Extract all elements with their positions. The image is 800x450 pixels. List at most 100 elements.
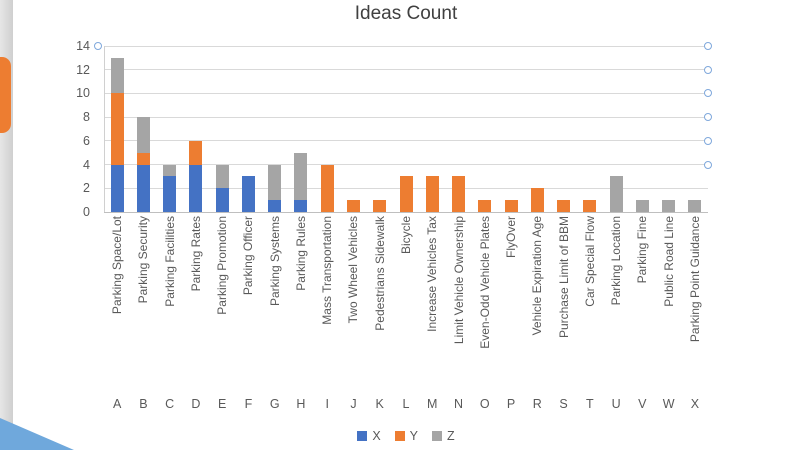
- category-label-text: Parking Security: [136, 216, 151, 304]
- bar-segment-series-y[interactable]: [530, 188, 544, 212]
- bar-segment-series-z[interactable]: [268, 164, 282, 201]
- category-letter: V: [638, 397, 647, 411]
- gridline: [104, 92, 708, 94]
- bar-segment-series-z[interactable]: [609, 176, 623, 212]
- category-letter: A: [112, 397, 122, 411]
- category-label-text: Parking Officer: [241, 216, 256, 296]
- selection-handle[interactable]: [704, 65, 712, 74]
- bar-segment-series-y[interactable]: [320, 164, 334, 212]
- selection-handle[interactable]: [94, 42, 102, 50]
- bar-segment-series-y[interactable]: [136, 152, 150, 165]
- bar-segment-series-y[interactable]: [504, 200, 518, 212]
- bar-segment-series-y[interactable]: [452, 176, 466, 212]
- category-letter: I: [325, 397, 329, 411]
- category-label: Parking Rules: [288, 216, 314, 390]
- bar-segment-series-y[interactable]: [557, 200, 571, 212]
- category-label: Two Wheel Vehicles: [340, 216, 366, 390]
- chart-title: Ideas Count: [354, 3, 458, 24]
- gridline: [104, 116, 708, 118]
- legend-label: X: [372, 429, 381, 443]
- category-label: Parking Rates: [183, 216, 209, 390]
- bar-segment-series-x[interactable]: [241, 176, 255, 212]
- bar-segment-series-y[interactable]: [399, 176, 413, 212]
- bar-segment-series-x[interactable]: [189, 164, 203, 212]
- category-label-text: Parking Location: [609, 216, 624, 306]
- category-label: Car Special Flow: [577, 216, 603, 390]
- bar-segment-series-y[interactable]: [425, 176, 439, 212]
- x-axis-line: [104, 212, 708, 213]
- category-label: Parking Security: [130, 216, 156, 390]
- selection-handle[interactable]: [704, 160, 712, 169]
- bar-segment-series-z[interactable]: [163, 164, 177, 177]
- y-axis-tick-label: 12: [76, 62, 90, 77]
- bar-segment-series-x[interactable]: [268, 200, 282, 212]
- bar-segment-series-z[interactable]: [215, 164, 229, 189]
- bar-segment-series-x[interactable]: [110, 164, 124, 212]
- legend-item-z[interactable]: Z: [432, 429, 455, 443]
- gridline: [104, 164, 708, 166]
- gridline: [104, 45, 708, 47]
- chart-legend: X Y Z: [6, 429, 800, 443]
- bar-segment-series-y[interactable]: [583, 200, 597, 212]
- category-letter: B: [139, 397, 148, 411]
- category-label-text: Vehicle Expiration Age: [530, 216, 545, 336]
- category-label: Purchase Limit of BBM: [550, 216, 576, 390]
- category-letter: F: [244, 397, 253, 411]
- bar-segment-series-y[interactable]: [373, 200, 387, 212]
- legend-item-x[interactable]: X: [357, 429, 381, 443]
- category-label: FlyOver: [498, 216, 524, 390]
- selection-handle[interactable]: [704, 89, 712, 98]
- category-label-text: FlyOver: [504, 216, 519, 258]
- category-letter: R: [532, 397, 542, 411]
- y-axis-tick-label: 0: [83, 205, 90, 219]
- category-label: Limit Vehicle Ownership: [445, 216, 471, 390]
- bar-segment-series-z[interactable]: [136, 117, 150, 153]
- selection-handle[interactable]: [704, 113, 712, 122]
- bar-segment-series-x[interactable]: [136, 164, 150, 212]
- bar-segment-series-z[interactable]: [635, 200, 649, 212]
- bar-segment-series-z[interactable]: [688, 200, 702, 212]
- selection-handle[interactable]: [704, 42, 712, 50]
- category-letter: D: [191, 397, 201, 411]
- category-letter: K: [375, 397, 384, 411]
- category-label-text: Parking Rates: [188, 216, 203, 292]
- category-label: Bicycle: [393, 216, 419, 390]
- bar-segment-series-z[interactable]: [110, 57, 124, 94]
- category-label-text: Parking Systems: [267, 216, 282, 307]
- category-label-text: Two Wheel Vehicles: [346, 216, 361, 324]
- category-letter: N: [454, 397, 464, 411]
- category-label: Parking Space/Lot: [104, 216, 130, 390]
- category-label-text: Parking Rules: [293, 216, 308, 291]
- category-label-text: Purchase Limit of BBM: [556, 216, 571, 339]
- bar-segment-series-y[interactable]: [189, 140, 203, 165]
- selection-handle[interactable]: [704, 136, 712, 145]
- legend-item-y[interactable]: Y: [394, 429, 418, 443]
- y-axis-tick-label: 2: [83, 181, 90, 196]
- category-label: Increase Vehicles Tax: [419, 216, 445, 390]
- category-label: Parking Point Guidance: [682, 216, 708, 390]
- category-label-text: Parking Facilities: [162, 216, 177, 307]
- category-label-text: Bicycle: [398, 216, 413, 255]
- bar-segment-series-y[interactable]: [110, 93, 124, 165]
- y-axis-tick-label: 4: [83, 157, 90, 172]
- category-letter: W: [662, 397, 675, 411]
- bar-segment-series-z[interactable]: [662, 200, 676, 212]
- bar-segment-series-x[interactable]: [294, 200, 308, 212]
- background-blue-corner: [0, 418, 74, 450]
- category-letter: L: [402, 397, 410, 411]
- bar-segment-series-x[interactable]: [163, 176, 177, 212]
- y-axis-tick-label: 10: [76, 86, 90, 101]
- category-label: Parking Fine: [629, 216, 655, 390]
- category-label-text: Limit Vehicle Ownership: [451, 216, 466, 345]
- category-label: Parking Systems: [262, 216, 288, 390]
- bar-segment-series-y[interactable]: [478, 200, 492, 212]
- gridline: [104, 69, 708, 71]
- category-letter: S: [559, 397, 568, 411]
- bar-segment-series-x[interactable]: [215, 188, 229, 212]
- bar-segment-series-y[interactable]: [346, 200, 360, 212]
- bar-segment-series-z[interactable]: [294, 152, 308, 201]
- gridline: [104, 140, 708, 142]
- category-letter: E: [217, 397, 227, 411]
- category-letter: M: [427, 397, 438, 411]
